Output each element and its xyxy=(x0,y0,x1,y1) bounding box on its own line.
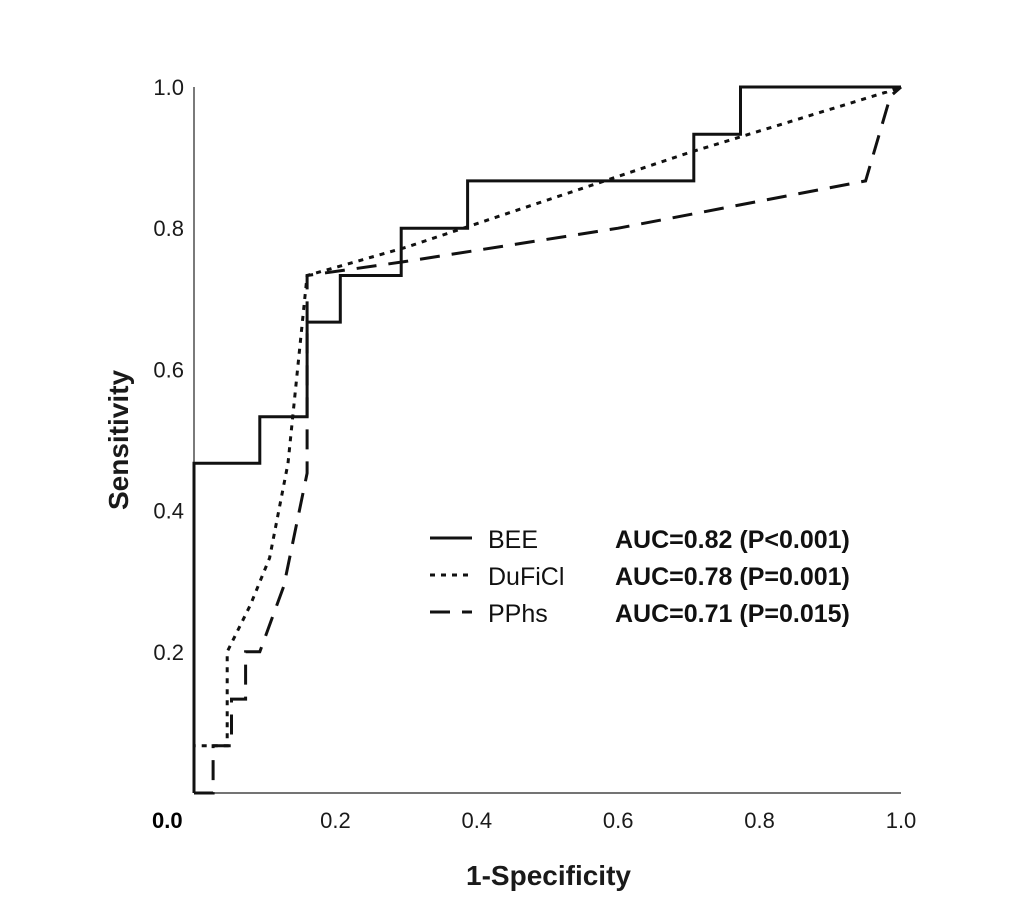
y-tick-label: 0.8 xyxy=(153,216,184,241)
roc-curves xyxy=(192,85,902,795)
y-axis-title: Sensitivity xyxy=(103,370,134,510)
x-axis-title: 1-Specificity xyxy=(466,860,631,891)
legend-series-name: DuFiCl xyxy=(488,563,564,591)
y-tick-label: 0.4 xyxy=(153,499,184,524)
roc-curve-pphs xyxy=(194,85,902,795)
legend: BEE AUC=0.82 (P<0.001) DuFiCl AUC=0.78 (P=0… xyxy=(430,526,850,628)
legend-auc-label: AUC=0.71 (P=0.015) xyxy=(615,600,850,628)
roc-curve-duficl xyxy=(192,85,902,793)
x-axis-ticks: 0.2 0.4 0.6 0.8 1.0 xyxy=(320,808,916,833)
x-tick-label: 0.2 xyxy=(320,808,351,833)
origin-tick-label: 0.0 xyxy=(152,808,183,833)
y-axis-ticks: 0.2 0.4 0.6 0.8 1.0 xyxy=(153,75,184,665)
x-tick-label: 1.0 xyxy=(886,808,917,833)
legend-auc-label: AUC=0.82 (P<0.001) xyxy=(615,526,850,554)
y-tick-label: 0.2 xyxy=(153,640,184,665)
x-tick-label: 0.4 xyxy=(462,808,493,833)
plot-area xyxy=(192,85,902,795)
x-tick-label: 0.6 xyxy=(603,808,634,833)
x-tick-label: 0.8 xyxy=(744,808,775,833)
legend-series-name: PPhs xyxy=(488,600,548,628)
legend-auc-label: AUC=0.78 (P=0.001) xyxy=(615,563,850,591)
legend-series-name: BEE xyxy=(488,526,538,554)
y-tick-label: 1.0 xyxy=(153,75,184,100)
roc-curve-bee xyxy=(192,85,901,793)
y-tick-label: 0.6 xyxy=(153,357,184,382)
